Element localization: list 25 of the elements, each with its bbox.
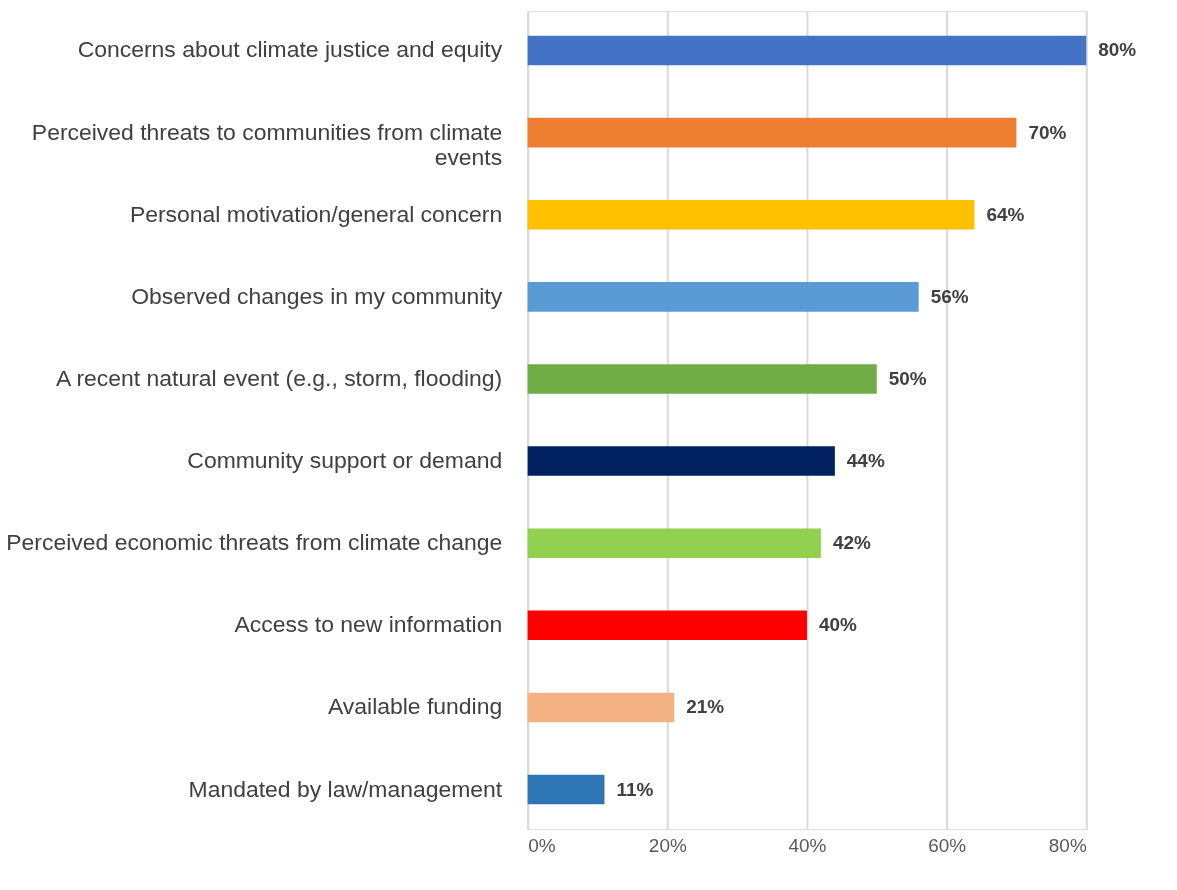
data-label: 11%	[616, 778, 654, 800]
data-label: 80%	[1098, 39, 1137, 61]
y-tick-label: Access to new information	[234, 611, 503, 638]
y-tick-label: A recent natural event (e.g., storm, flooding)	[55, 364, 503, 391]
data-label: 21%	[686, 696, 725, 718]
x-tick-label: 40%	[788, 835, 827, 857]
y-tick-label: Observed changes in my community	[131, 282, 503, 309]
y-tick-label: Mandated by law/management	[188, 775, 503, 802]
data-label: 64%	[986, 203, 1025, 225]
data-label: 50%	[888, 367, 927, 389]
x-tick-label: 0%	[528, 835, 556, 857]
y-tick-label: Personal motivation/general concern	[129, 200, 503, 227]
data-label: 44%	[846, 450, 885, 472]
y-tick-label: Perceived economic threats from climate change	[6, 529, 503, 556]
x-tick-label: 60%	[928, 835, 967, 857]
data-label: 40%	[818, 614, 857, 636]
data-label: 70%	[1028, 121, 1067, 143]
y-tick-label: Perceived threats to communities from climate events	[31, 118, 503, 170]
data-label: 42%	[832, 532, 871, 554]
y-tick-label: Available funding	[327, 693, 503, 720]
y-tick-label: Concerns about climate justice and equity	[77, 36, 503, 63]
x-tick-label: 80%	[1048, 835, 1087, 857]
x-tick-label: 20%	[648, 835, 687, 857]
y-tick-label: Community support or demand	[187, 447, 503, 474]
data-label: 56%	[930, 285, 969, 307]
